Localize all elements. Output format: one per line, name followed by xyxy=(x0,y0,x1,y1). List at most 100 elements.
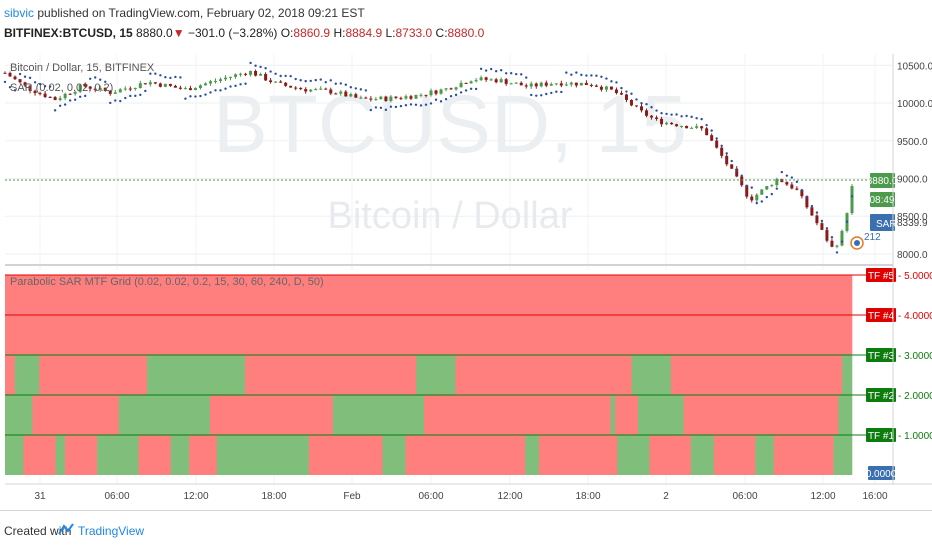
sar-legend[interactable]: SAR (0.02, 0.02, 0.2) xyxy=(10,82,113,94)
sar-dot xyxy=(254,65,256,67)
candle-body xyxy=(374,99,377,100)
sar-dot xyxy=(219,89,221,91)
sar-dot xyxy=(214,89,216,91)
sar-dot xyxy=(289,75,291,77)
candle-body xyxy=(59,98,62,100)
candle-body xyxy=(394,97,397,98)
sar-dot xyxy=(450,95,452,97)
sar-dot xyxy=(360,88,362,90)
publish-text: published on TradingView.com, February 0… xyxy=(34,6,365,20)
candle-body xyxy=(169,84,172,86)
candle-body xyxy=(234,74,237,76)
candle-body xyxy=(435,91,438,94)
high-value: 8884.9 xyxy=(345,26,382,40)
candle-body xyxy=(825,230,828,241)
candle-body xyxy=(144,83,147,84)
bull-cell xyxy=(5,435,24,475)
sar-dot xyxy=(29,77,31,79)
candle-body xyxy=(194,88,197,90)
sar-dot xyxy=(670,113,672,115)
mtf-grid-pane[interactable]: Parabolic SAR MTF Grid (0.02, 0.02, 0.2,… xyxy=(5,268,932,480)
candle-body xyxy=(249,71,252,75)
sar-dot xyxy=(585,74,587,76)
sar-dot xyxy=(495,70,497,72)
bull-cell xyxy=(842,355,852,395)
sar-dot xyxy=(139,94,141,96)
sar-dot xyxy=(520,73,522,75)
candle-body xyxy=(555,83,558,84)
sar-dot xyxy=(746,185,748,187)
candle-body xyxy=(785,182,788,185)
sar-dot xyxy=(510,72,512,74)
sar-dot xyxy=(199,95,201,97)
author-link[interactable]: sibvic xyxy=(4,6,34,20)
time-tick-label: 18:00 xyxy=(261,491,286,502)
bull-cell xyxy=(838,395,852,435)
candle-body xyxy=(820,223,823,230)
candle-body xyxy=(670,123,673,124)
open-value: 8860.9 xyxy=(293,26,330,40)
event-flag-dot-icon xyxy=(854,240,860,246)
time-tick-label: 06:00 xyxy=(732,491,757,502)
sar-dot xyxy=(420,104,422,106)
sar-dot xyxy=(545,93,547,95)
sar-dot xyxy=(811,205,813,207)
ohlc-line: BITFINEX:BTCUSD, 15 8880.0▼ −301.0 (−3.2… xyxy=(4,26,484,40)
bear-cell xyxy=(23,435,56,475)
candle-body xyxy=(765,186,768,189)
chart-area[interactable]: BTCUSD, 15 Bitcoin / Dollar Bitcoin / Do… xyxy=(0,44,932,510)
candle-body xyxy=(399,98,402,99)
sar-dot xyxy=(660,112,662,114)
candle-body xyxy=(740,176,743,185)
sar-dot xyxy=(555,91,557,93)
tradingview-logo-icon xyxy=(58,522,74,536)
sar-dot xyxy=(776,187,778,189)
candle-body xyxy=(244,74,247,75)
tf-badge-value: - 3.0000 xyxy=(898,351,932,362)
price-tick-label: 9500.0 xyxy=(897,137,928,148)
candle-body xyxy=(590,85,593,86)
sar-dot xyxy=(79,96,81,98)
event-count: 212 xyxy=(864,232,881,243)
sar-dot xyxy=(279,75,281,77)
close-value: 8880.0 xyxy=(448,26,485,40)
candle-body xyxy=(530,83,533,86)
candle-body xyxy=(44,94,47,97)
last-price: 8880.0 xyxy=(136,26,173,40)
candle-body xyxy=(329,90,332,94)
sar-dot xyxy=(435,99,437,101)
sar-dot xyxy=(64,103,66,105)
candle-body xyxy=(620,93,623,94)
bull-cell xyxy=(15,355,40,395)
candle-body xyxy=(815,215,818,223)
sar-dot xyxy=(465,89,467,91)
sar-dot xyxy=(114,99,116,101)
sar-dot xyxy=(710,129,712,131)
candle-body xyxy=(605,87,608,90)
sar-dot xyxy=(209,91,211,93)
sar-badge-value: 8339.9 xyxy=(897,218,928,229)
bear-cell xyxy=(615,395,638,435)
sar-dot xyxy=(595,75,597,77)
sar-dot xyxy=(736,169,738,171)
high-label: H: xyxy=(333,26,345,40)
candle-body xyxy=(545,83,548,86)
mtf-title[interactable]: Parabolic SAR MTF Grid (0.02, 0.02, 0.2,… xyxy=(10,276,324,288)
price-tick-label: 8000.0 xyxy=(897,250,928,261)
sar-dot xyxy=(685,115,687,117)
sar-dot xyxy=(570,74,572,76)
candle-body xyxy=(229,77,232,78)
sar-dot xyxy=(144,90,146,92)
sar-dot xyxy=(695,117,697,119)
candle-body xyxy=(565,84,568,85)
sar-dot xyxy=(355,87,357,89)
sar-dot xyxy=(380,107,382,109)
candle-body xyxy=(710,135,713,140)
sar-dot xyxy=(705,124,707,126)
sar-dot xyxy=(430,102,432,104)
chart-header: sibvic published on TradingView.com, Feb… xyxy=(0,0,932,44)
tradingview-link[interactable]: TradingView xyxy=(78,524,144,538)
candle-body xyxy=(294,88,297,89)
